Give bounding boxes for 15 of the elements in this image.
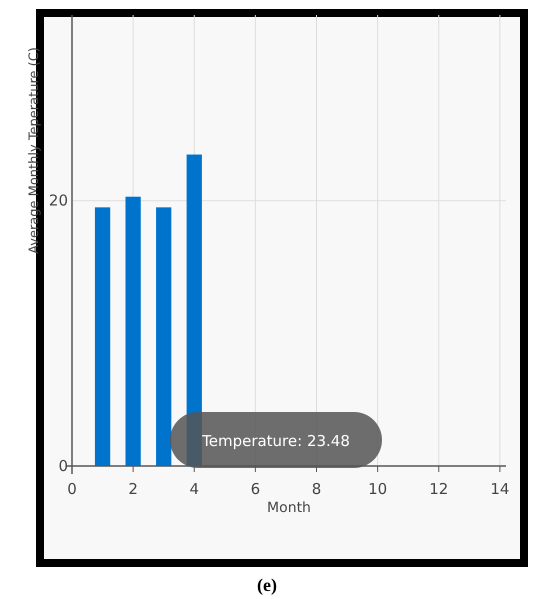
- x-tick-label: 4: [189, 480, 200, 498]
- x-tick-label: 6: [250, 480, 260, 498]
- text: (e): [257, 575, 277, 595]
- x-tick-label: 8: [312, 480, 322, 498]
- y-tick-label: 20: [48, 192, 68, 210]
- y-axis-title: Average Monthly Teperature (C): [27, 47, 42, 254]
- bar: [125, 196, 141, 466]
- x-tick-label: 14: [490, 480, 510, 498]
- x-tick-label: 12: [429, 480, 448, 498]
- bar: [94, 207, 110, 466]
- bar: [156, 207, 172, 466]
- x-tick-label: 10: [368, 480, 388, 498]
- x-tick-label: 2: [128, 480, 138, 498]
- x-axis-title: Month: [267, 500, 311, 516]
- annotation: Temperature: 23.48: [201, 432, 350, 450]
